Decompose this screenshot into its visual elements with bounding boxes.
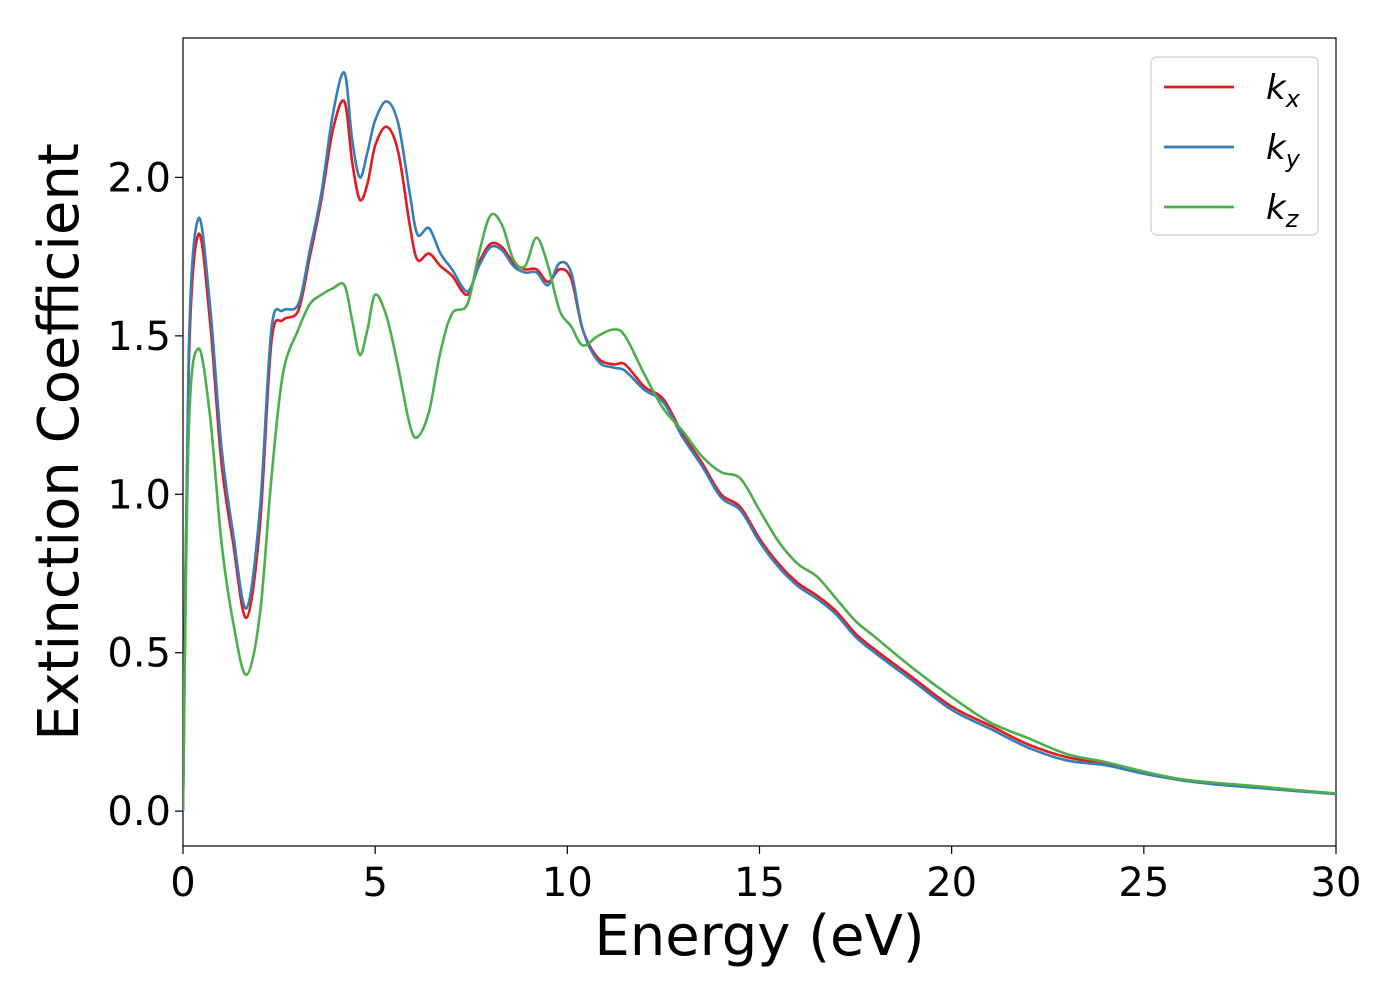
legend-item-kx: kx <box>1164 68 1301 113</box>
x-tick-label: 15 <box>734 860 785 906</box>
axes-layer: 0 5 10 15 20 25 30 0.0 0.5 1.0 1.5 2.0 <box>107 155 1361 906</box>
legend-label: kx <box>1266 68 1301 113</box>
legend-label: ky <box>1266 128 1301 173</box>
x-tick-label: 10 <box>542 860 593 906</box>
x-tick-label: 30 <box>1311 860 1362 906</box>
series-line-ky <box>183 71 1336 812</box>
y-tick-label: 0.5 <box>107 631 171 677</box>
y-axis-title: Extinction Coefficient <box>27 143 92 741</box>
plot-area <box>182 37 1337 847</box>
x-tick-label: 25 <box>1118 860 1169 906</box>
series-line-kz <box>183 212 1336 812</box>
x-axis-title: Energy (eV) <box>594 904 924 969</box>
plot-frame <box>182 37 1337 847</box>
x-tick-label: 0 <box>170 860 195 906</box>
x-tick-label: 20 <box>926 860 977 906</box>
y-tick-label: 2.0 <box>107 155 171 201</box>
series-layer <box>183 71 1336 812</box>
legend-box <box>1150 56 1319 236</box>
legend-item-ky: ky <box>1164 128 1301 173</box>
y-tick-label: 1.5 <box>107 314 171 360</box>
x-tick-label: 5 <box>362 860 387 906</box>
y-tick-label: 0.0 <box>107 789 171 835</box>
y-tick-label: 1.0 <box>107 472 171 518</box>
